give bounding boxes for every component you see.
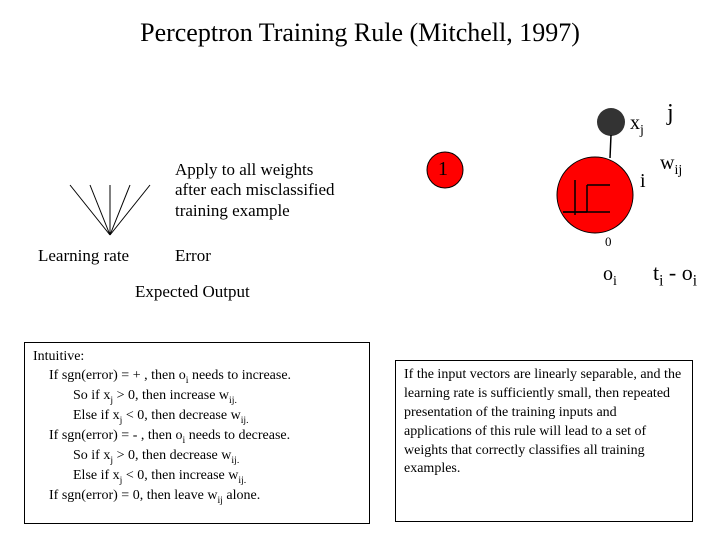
unit-node-i (557, 157, 633, 233)
error-label: Error (175, 246, 211, 266)
perceptron-diagram: 1 xj j i wij 0 oi ti - oi (405, 100, 705, 300)
apply-l1: Apply to all weights (175, 160, 313, 179)
xj-label: xj (630, 112, 644, 139)
intuitive-l2: If sgn(error) = + , then oi needs to inc… (33, 367, 361, 387)
ti-minus-oi: ti - oi (653, 260, 697, 290)
intuitive-box: Intuitive: If sgn(error) = + , then oi n… (24, 342, 370, 524)
oi-label: oi (603, 263, 617, 290)
apply-l3: training example (175, 201, 290, 220)
wij-label: wij (660, 152, 682, 179)
intuitive-l1: Intuitive: (33, 348, 361, 367)
j-label: j (667, 100, 674, 127)
separable-box: If the input vectors are linearly separa… (395, 360, 693, 522)
learning-rate-label: Learning rate (38, 246, 129, 266)
intuitive-l7: Else if xj < 0, then increase wij. (33, 467, 361, 487)
intuitive-l5: If sgn(error) = - , then oi needs to dec… (33, 427, 361, 447)
intuitive-l4: Else if xj < 0, then decrease wij. (33, 407, 361, 427)
intuitive-l3: So if xj > 0, then increase wij. (33, 387, 361, 407)
intuitive-l6: So if xj > 0, then decrease wij. (33, 447, 361, 467)
apply-l2: after each misclassified (175, 180, 335, 199)
zero-label: 0 (605, 234, 612, 250)
separable-text: If the input vectors are linearly separa… (404, 367, 681, 476)
page-title: Perceptron Training Rule (Mitchell, 1997… (0, 18, 720, 48)
intuitive-l8: If sgn(error) = 0, then leave wij alone. (33, 487, 361, 507)
expected-output-label: Expected Output (135, 282, 250, 302)
input-node-j (597, 108, 625, 136)
pointer-lines (50, 180, 170, 240)
apply-text: Apply to all weights after each misclass… (175, 160, 375, 221)
bias-one: 1 (438, 158, 448, 181)
i-label: i (640, 170, 646, 193)
